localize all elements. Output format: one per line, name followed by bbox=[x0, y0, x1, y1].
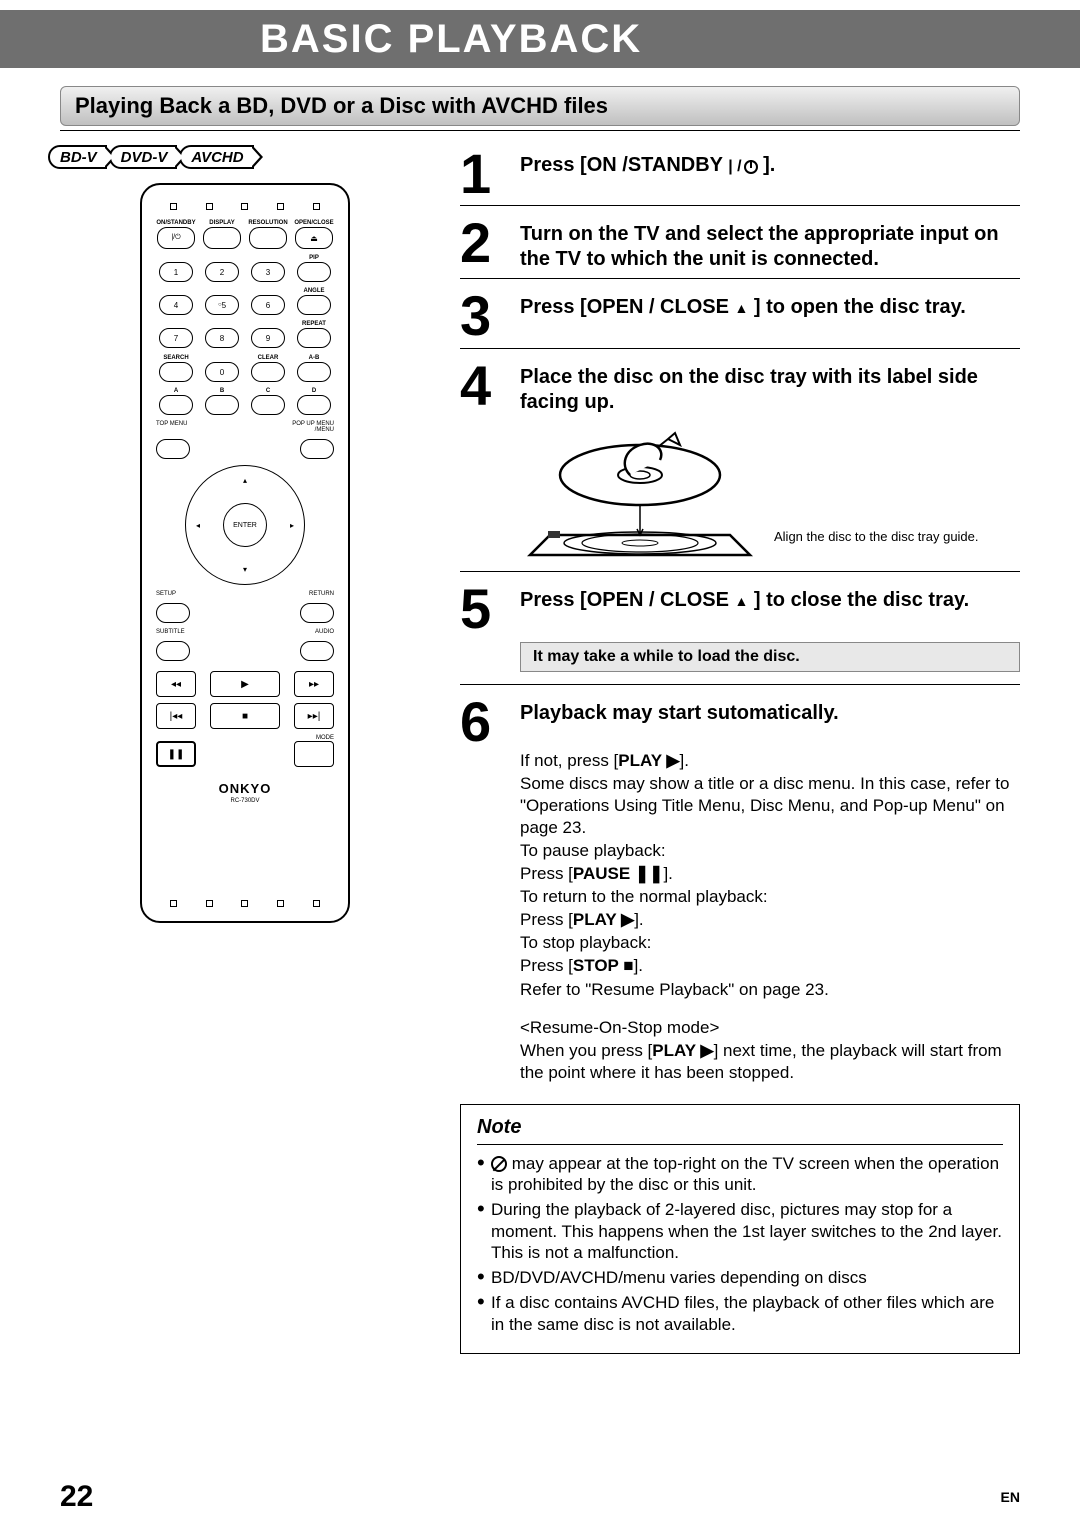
format-tag-dvdv: DVD-V bbox=[109, 145, 178, 169]
page-title-bar: Basic Playback bbox=[0, 10, 1080, 68]
step-number: 4 bbox=[460, 361, 504, 411]
note-list: may appear at the top-right on the TV sc… bbox=[477, 1153, 1003, 1335]
remote-control-diagram: ON/STANDBY|/⏻ DISPLAY RESOLUTION OPEN/CL… bbox=[140, 183, 350, 923]
section-subtitle: Playing Back a BD, DVD or a Disc with AV… bbox=[60, 86, 1020, 126]
step6-body: If not, press [PLAY ▶]. Some discs may s… bbox=[520, 750, 1020, 1084]
step-6: 6 Playback may start sutomatically. If n… bbox=[460, 697, 1020, 1084]
dpad-icon: ▴▾◂▸ ENTER bbox=[185, 465, 305, 585]
step-number: 6 bbox=[460, 697, 504, 747]
disc-caption: Align the disc to the disc tray guide. bbox=[774, 529, 979, 565]
note-box: Note may appear at the top-right on the … bbox=[460, 1104, 1020, 1354]
subtitle-divider bbox=[60, 130, 1020, 131]
step-1: 1 Press [ON /STANDBY | / ]. bbox=[460, 149, 1020, 206]
note-item: If a disc contains AVCHD files, the play… bbox=[491, 1292, 1003, 1335]
right-column: 1 Press [ON /STANDBY | / ]. 2 Turn on th… bbox=[460, 145, 1020, 1354]
format-tag-bdv: BD-V bbox=[48, 145, 107, 169]
step5-subnote: It may take a while to load the disc. bbox=[520, 642, 1020, 672]
step-number: 2 bbox=[460, 218, 504, 268]
note-title: Note bbox=[477, 1115, 1003, 1145]
step-5: 5 Press [OPEN / CLOSE ▲ ] to close the d… bbox=[460, 584, 1020, 685]
step-text: Place the disc on the disc tray with its… bbox=[520, 361, 1020, 415]
note-item: may appear at the top-right on the TV sc… bbox=[491, 1153, 1003, 1196]
format-tag-avchd: AVCHD bbox=[179, 145, 253, 169]
content-row: BD-V DVD-V AVCHD ON/STANDBY|/⏻ DISPLAY R… bbox=[60, 145, 1020, 1354]
step-text: Press [ON /STANDBY | / ]. bbox=[520, 149, 1020, 178]
step-text: Turn on the TV and select the appropriat… bbox=[520, 218, 1020, 272]
format-tags: BD-V DVD-V AVCHD bbox=[48, 145, 430, 169]
page-number: 22 bbox=[60, 1480, 93, 1514]
step-3: 3 Press [OPEN / CLOSE ▲ ] to open the di… bbox=[460, 291, 1020, 348]
step-number: 1 bbox=[460, 149, 504, 199]
step-text: Press [OPEN / CLOSE ▲ ] to open the disc… bbox=[520, 291, 1020, 320]
step-number: 3 bbox=[460, 291, 504, 341]
step-number: 5 bbox=[460, 584, 504, 634]
language-code: EN bbox=[1001, 1489, 1020, 1505]
onkyo-logo: ONKYO bbox=[156, 781, 334, 796]
remote-wrap: ON/STANDBY|/⏻ DISPLAY RESOLUTION OPEN/CL… bbox=[60, 183, 430, 923]
step-2: 2 Turn on the TV and select the appropri… bbox=[460, 218, 1020, 279]
note-item: During the playback of 2-layered disc, p… bbox=[491, 1199, 1003, 1263]
note-item: BD/DVD/AVCHD/menu varies depending on di… bbox=[491, 1267, 1003, 1288]
page-footer: 22 EN bbox=[60, 1480, 1020, 1514]
prohibit-icon bbox=[491, 1156, 507, 1172]
model-label: RC-730DV bbox=[156, 798, 334, 804]
step-4: 4 Place the disc on the disc tray with i… bbox=[460, 361, 1020, 572]
disc-icon bbox=[520, 425, 760, 565]
page-title: Basic Playback bbox=[260, 17, 642, 62]
step-text: Press [OPEN / CLOSE ▲ ] to close the dis… bbox=[520, 584, 1020, 613]
disc-tray-illustration: Align the disc to the disc tray guide. bbox=[520, 425, 1020, 565]
step-text: Playback may start sutomatically. bbox=[520, 697, 1020, 726]
left-column: BD-V DVD-V AVCHD ON/STANDBY|/⏻ DISPLAY R… bbox=[60, 145, 430, 1354]
